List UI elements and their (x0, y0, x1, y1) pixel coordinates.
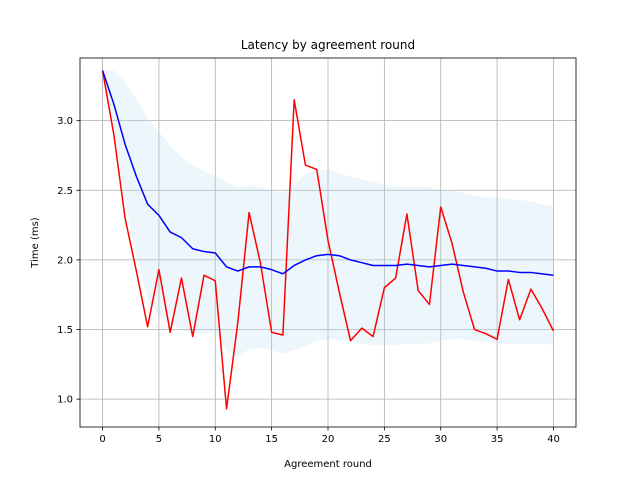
x-tick-label: 40 (547, 434, 560, 445)
grid-lines (80, 58, 576, 427)
chart-title: Latency by agreement round (241, 38, 415, 52)
y-tick-label: 1.0 (57, 395, 73, 406)
series-line-1 (101, 70, 555, 410)
y-tick-label: 3.0 (57, 116, 73, 127)
x-tick-label: 5 (156, 434, 162, 445)
x-tick-label: 0 (99, 434, 105, 445)
y-tick-label: 1.5 (57, 325, 73, 336)
series-line-2 (101, 70, 554, 276)
x-tick-label: 20 (322, 434, 335, 445)
series-lines (101, 70, 555, 410)
x-tick-label: 35 (491, 434, 504, 445)
x-tick-label: 25 (378, 434, 391, 445)
y-axis-label: Time (ms) (30, 217, 41, 269)
x-axis-label: Agreement round (284, 459, 372, 470)
x-tick-label: 10 (209, 434, 222, 445)
y-tick-label: 2.0 (57, 255, 73, 266)
y-axis-ticks: 1.0 1.5 2.0 2.5 3.0 (57, 116, 80, 406)
y-tick-label: 2.5 (57, 186, 73, 197)
x-tick-label: 30 (434, 434, 447, 445)
x-tick-label: 15 (265, 434, 278, 445)
x-axis-ticks: 0 5 10 15 20 25 30 35 40 (99, 427, 560, 445)
